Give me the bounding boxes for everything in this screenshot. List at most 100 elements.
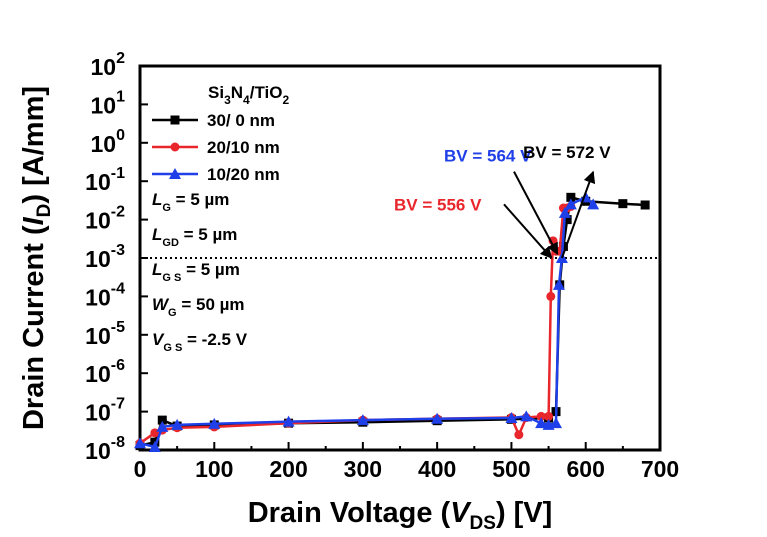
y-tick-label: 101 [91,88,126,118]
x-tick-label: 100 [195,456,233,482]
y-tick-exp: -4 [111,280,125,297]
y-tick-exp: -2 [111,204,125,221]
data-point [514,430,524,440]
x-axis-title: Drain Voltage (VDS) [V] [248,497,553,534]
data-point [157,415,167,425]
y-tick-base: 10 [85,323,111,349]
legend: Si3N4/TiO2 30/ 0 nm 20/10 nm 10/20 nm [152,83,289,184]
legend-title-part: Si [208,83,224,102]
y-tick-exp: -7 [111,396,125,413]
legend-title: Si3N4/TiO2 [208,83,289,107]
param-value: = 5 µm [181,260,239,279]
data-point [558,206,571,218]
annotation-layer: BV = 556 V BV = 564 VBV = 572 V [394,143,611,259]
y-tick-base: 10 [91,92,117,118]
y-tick-base: 10 [85,400,111,426]
data-point [520,410,533,422]
data-point [546,291,556,301]
axis-ticks: 0 100 200 300 400 500 600 70010210110010-110-21… [85,50,679,482]
x-axis-title-tail: ) [V] [496,497,552,529]
y-tick-label: 10-6 [85,357,125,387]
y-axis-title-sub: D [34,204,55,218]
bv-label: BV = 556 V [394,195,482,214]
y-tick-exp: 1 [116,88,125,105]
param-sub: G [168,307,177,319]
param-var: W [152,295,170,314]
param-sub: G S [163,342,182,354]
y-tick-base: 10 [91,54,117,80]
param-label: WG = 50 µm [152,295,245,319]
y-tick-base: 10 [85,246,111,272]
bv-label: BV = 572 V [523,143,611,162]
y-tick-base: 10 [85,169,111,195]
y-tick-label: 102 [91,50,126,80]
data-point [134,437,146,449]
data-point [587,198,600,210]
y-tick-exp: -3 [111,242,125,259]
y-tick-label: 10-4 [85,280,125,310]
series-2 [134,191,600,452]
x-tick-label: 300 [344,456,382,482]
y-tick-label: 10-8 [85,434,125,464]
data-point [550,417,562,429]
bv-arrow [503,203,553,259]
param-label: LGD = 5 µm [152,225,237,249]
bv-arrow [513,171,559,256]
bv-arrow [561,170,596,259]
y-tick-label: 10-5 [85,319,125,349]
data-point [170,142,180,152]
y-tick-base: 10 [85,284,111,310]
series-layer [134,191,650,452]
data-point [282,415,295,427]
y-tick-label: 100 [91,127,126,157]
param-var: L [152,225,162,244]
data-point [356,414,369,426]
x-tick-label: 700 [641,456,679,482]
legend-title-part: 4 [243,93,250,107]
data-point [156,420,169,432]
y-tick-base: 10 [85,361,111,387]
data-point [544,411,554,421]
data-point [640,200,650,210]
param-value: = 50 µm [177,295,245,314]
y-axis-title-main: Drain Current ( [18,225,50,430]
y-tick-label: 10-7 [85,396,125,426]
x-tick-label: 500 [492,456,530,482]
param-value: = 5 µm [179,225,237,244]
data-point [566,192,576,202]
data-point [535,417,548,429]
data-point [564,198,577,210]
y-tick-base: 10 [85,438,111,464]
legend-title-part: /TiO [250,83,283,102]
y-tick-label: 10-3 [85,242,125,272]
data-point [171,418,184,430]
x-axis-title-sub: DS [470,513,496,534]
data-point [431,412,444,424]
y-axis-title-tail: ) [A/mm] [18,86,50,204]
data-point [170,115,180,125]
param-sub: GD [162,237,179,249]
param-value: = -2.5 V [182,330,247,349]
data-point [148,440,161,452]
y-tick-exp: -1 [111,165,125,182]
y-axis-title: Drain Current (ID) [A/mm] [18,86,55,430]
x-axis-title-main: Drain Voltage ( [248,497,451,529]
param-var: L [152,190,162,209]
data-point [618,199,628,209]
data-point [562,215,572,225]
bv-label: BV = 564 V [444,147,532,166]
param-label: LG = 5 µm [152,190,229,214]
y-tick-exp: 2 [116,50,125,67]
param-sub: G S [162,272,181,284]
x-tick-label: 0 [134,456,147,482]
legend-title-part: 3 [224,93,231,107]
y-tick-label: 10-2 [85,204,125,234]
data-point [208,417,221,429]
param-label: LG S = 5 µm [152,260,240,284]
data-point [505,412,518,424]
param-var: V [152,330,165,349]
legend-title-part: 2 [282,93,289,107]
y-axis-title-var: I [18,216,50,225]
y-tick-label: 10-1 [85,165,125,195]
